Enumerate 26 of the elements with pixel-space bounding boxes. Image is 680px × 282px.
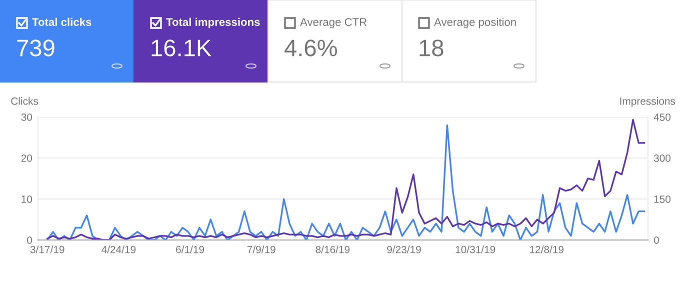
- x-tick-label: 7/9/19: [247, 246, 276, 254]
- text: Total impressions: [166, 18, 260, 28]
- x-tick-label: 4/24/19: [102, 246, 136, 254]
- text: 18: [420, 40, 444, 56]
- text: 4.6%: [284, 40, 337, 56]
- y-tick-label: 0: [27, 236, 32, 244]
- x-tick-label: 12/8/19: [530, 246, 564, 254]
- y-tick-label: 10: [22, 196, 32, 203]
- text: Total clicks: [32, 18, 92, 26]
- y-axis-title: Clicks: [11, 97, 38, 105]
- x-tick-label: 9/23/19: [387, 246, 421, 254]
- text: Average CTR: [300, 18, 367, 28]
- y2-tick-label: 450: [654, 114, 671, 121]
- text: 16.1K: [152, 40, 212, 56]
- text: Average position: [434, 18, 516, 28]
- y-tick-label: 30: [21, 114, 32, 121]
- y-tick-label: 20: [21, 154, 32, 162]
- x-tick-label: 3/17/19: [30, 246, 64, 254]
- x-tick-label: 8/16/19: [316, 246, 350, 254]
- x-tick-label: 6/1/19: [176, 246, 204, 254]
- y2-axis-title: Impressions: [620, 97, 676, 107]
- y2-tick-label: 300: [654, 154, 671, 162]
- text: 739: [17, 40, 54, 56]
- y2-tick-label: 150: [654, 196, 671, 203]
- y2-tick-label: 0: [654, 236, 659, 244]
- x-tick-label: 10/31/19: [456, 246, 496, 254]
